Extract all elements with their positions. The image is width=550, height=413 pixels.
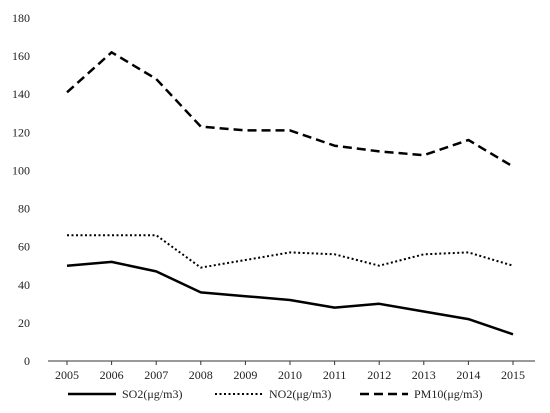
x-tick-label: 2010 (278, 368, 302, 382)
legend-label-1: SO2(μg/m3) (122, 387, 182, 401)
x-tick-label: 2007 (144, 368, 168, 382)
x-axis-tick-labels: 2005 2006 2007 2008 2009 2010 2011 2012 2013 2014… (55, 361, 525, 382)
y-tick-label: 80 (18, 202, 30, 216)
x-tick-label: 2008 (189, 368, 213, 382)
y-tick-label: 120 (12, 125, 30, 139)
y-axis-tick-labels: 0 20 40 60 80 100 120 140 160 180 (12, 11, 30, 368)
y-tick-label: 180 (12, 11, 30, 25)
series-line-3 (66, 51, 514, 168)
legend: SO2(μg/m3) NO2(μg/m3) PM10(μg/m3) (68, 387, 482, 401)
x-tick-label: 2014 (456, 368, 480, 382)
y-tick-label: 160 (12, 49, 30, 63)
x-tick-label: 2012 (367, 368, 391, 382)
y-tick-label: 40 (18, 278, 30, 292)
series-line-2 (67, 234, 514, 269)
series-line-1 (66, 260, 514, 336)
x-tick-label: 2005 (55, 368, 79, 382)
series-lines (66, 51, 514, 336)
legend-label-2: NO2(μg/m3) (269, 387, 331, 401)
legend-label-3: PM10(μg/m3) (414, 387, 482, 401)
x-tick-label: 2011 (323, 368, 347, 382)
x-tick-label: 2015 (501, 368, 525, 382)
x-tick-label: 2006 (100, 368, 124, 382)
x-tick-label: 2009 (233, 368, 257, 382)
y-tick-label: 140 (12, 87, 30, 101)
y-tick-label: 20 (18, 316, 30, 330)
y-tick-label: 60 (18, 240, 30, 254)
y-tick-label: 100 (12, 163, 30, 177)
y-tick-label: 0 (24, 354, 30, 368)
x-tick-label: 2013 (412, 368, 436, 382)
